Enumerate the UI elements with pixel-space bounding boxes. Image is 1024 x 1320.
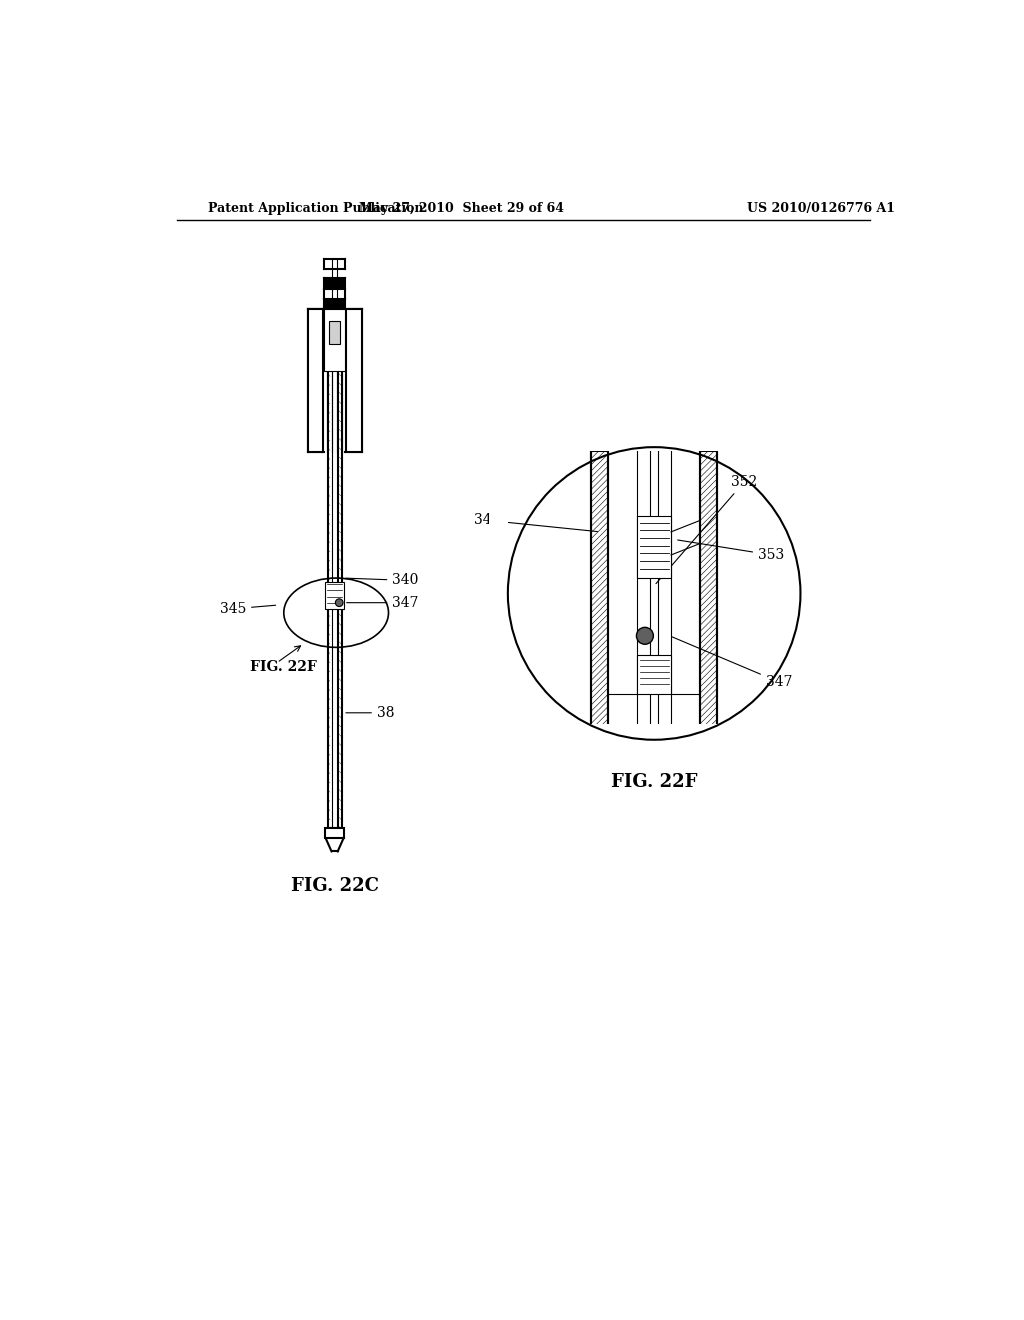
Text: 352: 352 — [656, 475, 758, 583]
Bar — [488, 428, 819, 451]
Text: 345: 345 — [220, 602, 275, 616]
Bar — [326, 829, 344, 838]
Circle shape — [336, 599, 343, 607]
Circle shape — [508, 447, 801, 739]
Bar — [488, 440, 508, 743]
Text: 347: 347 — [347, 595, 419, 610]
Bar — [330, 321, 340, 345]
Bar — [801, 440, 819, 743]
Bar — [637, 516, 671, 578]
Bar — [307, 309, 323, 451]
Text: US 2010/0126776 A1: US 2010/0126776 A1 — [746, 202, 895, 215]
Text: 345: 345 — [474, 513, 597, 532]
Bar — [591, 451, 608, 737]
Text: FIG. 22C: FIG. 22C — [291, 876, 379, 895]
Bar — [324, 298, 345, 309]
Text: Patent Application Publication: Patent Application Publication — [208, 202, 423, 215]
Bar — [326, 582, 344, 609]
Bar — [324, 309, 345, 371]
Text: 340: 340 — [346, 573, 419, 587]
Bar — [324, 277, 345, 289]
Text: 38: 38 — [346, 706, 394, 719]
Text: FIG. 22F: FIG. 22F — [250, 660, 316, 673]
Text: May 27, 2010  Sheet 29 of 64: May 27, 2010 Sheet 29 of 64 — [359, 202, 564, 215]
Bar — [637, 655, 671, 693]
Circle shape — [637, 627, 653, 644]
Text: 347: 347 — [672, 636, 793, 689]
Text: FIG. 22F: FIG. 22F — [611, 774, 697, 791]
Bar — [700, 451, 717, 737]
Text: 353: 353 — [678, 540, 784, 562]
Bar — [488, 725, 819, 743]
Bar — [346, 309, 361, 451]
